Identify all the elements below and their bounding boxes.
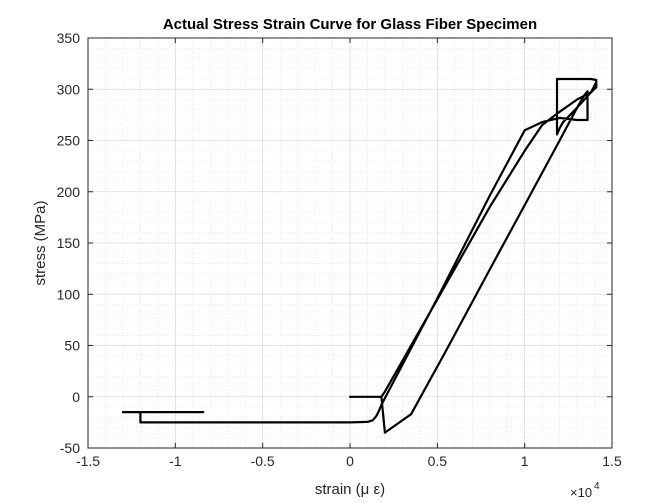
x-tick-label: 1 [521, 453, 529, 469]
x-exponent-label: ×10 [570, 485, 592, 500]
x-tick-label: 1.5 [602, 453, 622, 469]
x-tick-label: -1.5 [76, 453, 100, 469]
chart-title: Actual Stress Strain Curve for Glass Fib… [163, 16, 537, 33]
x-axis-label: strain (μ ε) [315, 481, 385, 498]
y-tick-label: 0 [72, 389, 80, 405]
stress-strain-line [121, 77, 598, 434]
y-tick-label: 100 [57, 286, 81, 302]
y-tick-label: -50 [60, 440, 80, 456]
y-tick-label: 350 [57, 30, 81, 46]
y-tick-label: 300 [57, 81, 81, 97]
y-tick-label: 50 [64, 338, 80, 354]
y-tick-label: 200 [57, 184, 81, 200]
x-exponent-power: 4 [594, 481, 600, 492]
x-tick-label: -1 [169, 453, 182, 469]
y-tick-label: 250 [57, 133, 81, 149]
y-axis-label: stress (MPa) [32, 200, 49, 285]
series-layer [121, 77, 598, 434]
tick-layer [87, 37, 613, 449]
x-tick-label: 0.5 [428, 453, 448, 469]
y-tick-label: 150 [57, 235, 81, 251]
label-layer: -1.5 -1 -0.5 0 0.5 1 1.5 -50 0 50 100 150 200 250 300 3… [57, 30, 622, 469]
x-tick-label: -0.5 [251, 453, 275, 469]
x-tick-label: 0 [346, 453, 354, 469]
